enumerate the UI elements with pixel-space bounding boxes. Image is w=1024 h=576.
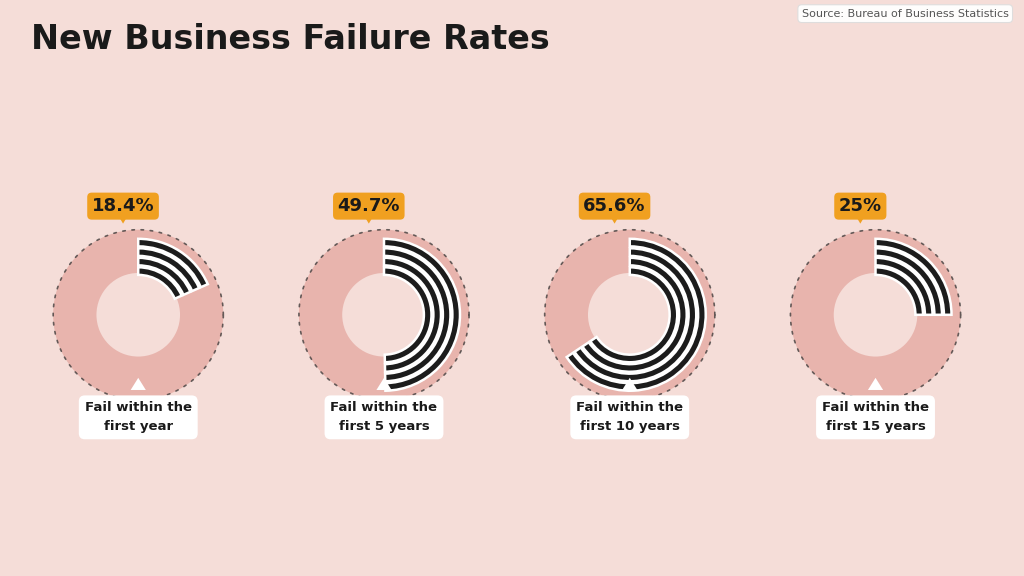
Wedge shape	[566, 239, 706, 391]
Text: Fail within the
first 5 years: Fail within the first 5 years	[331, 401, 437, 433]
Wedge shape	[590, 267, 677, 362]
Text: Fail within the
first year: Fail within the first year	[85, 401, 191, 433]
Polygon shape	[118, 214, 129, 223]
Wedge shape	[384, 267, 431, 362]
Wedge shape	[53, 230, 223, 400]
Text: Fail within the
first 10 years: Fail within the first 10 years	[577, 401, 683, 433]
Polygon shape	[855, 214, 866, 223]
Wedge shape	[138, 267, 181, 299]
Wedge shape	[545, 230, 715, 400]
Wedge shape	[791, 230, 961, 400]
Text: 49.7%: 49.7%	[338, 197, 400, 215]
Text: New Business Failure Rates: New Business Failure Rates	[31, 23, 550, 56]
Polygon shape	[377, 378, 391, 390]
Polygon shape	[609, 214, 621, 223]
Text: 25%: 25%	[839, 197, 882, 215]
Wedge shape	[876, 239, 951, 314]
Polygon shape	[131, 378, 145, 390]
Text: Source: Bureau of Business Statistics: Source: Bureau of Business Statistics	[802, 9, 1009, 18]
Wedge shape	[384, 258, 441, 372]
Wedge shape	[876, 267, 923, 314]
Wedge shape	[583, 258, 687, 372]
Wedge shape	[299, 230, 469, 400]
Text: 18.4%: 18.4%	[92, 197, 155, 215]
Wedge shape	[138, 239, 208, 287]
Text: Fail within the
first 15 years: Fail within the first 15 years	[822, 401, 929, 433]
Text: 65.6%: 65.6%	[584, 197, 646, 215]
Wedge shape	[384, 239, 460, 391]
Polygon shape	[868, 378, 883, 390]
Polygon shape	[364, 214, 375, 223]
Wedge shape	[876, 248, 942, 314]
Wedge shape	[384, 248, 451, 381]
Wedge shape	[574, 248, 696, 381]
Wedge shape	[138, 258, 190, 295]
Wedge shape	[876, 258, 933, 314]
Wedge shape	[138, 248, 199, 291]
Polygon shape	[623, 378, 637, 390]
